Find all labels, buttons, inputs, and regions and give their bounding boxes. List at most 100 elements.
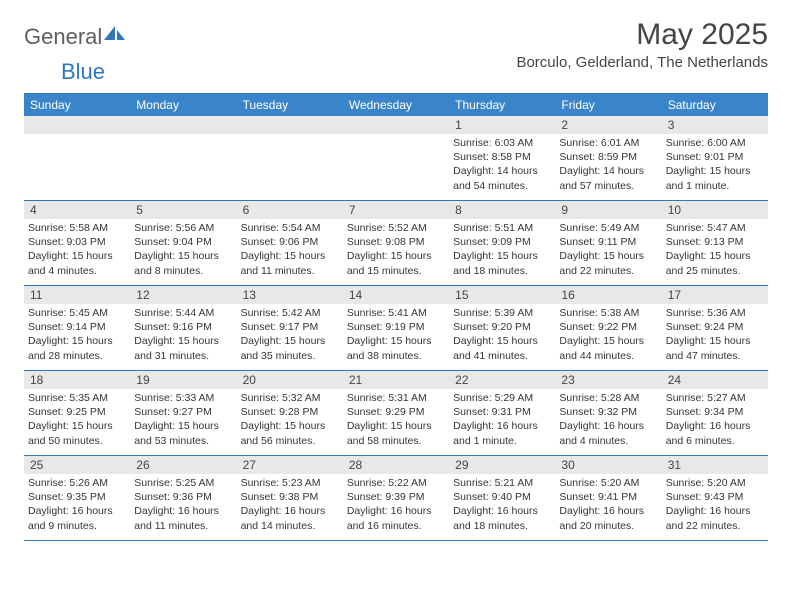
- day-number: 12: [130, 286, 236, 304]
- day-body: Sunrise: 5:39 AMSunset: 9:20 PMDaylight:…: [453, 306, 551, 363]
- day-number: 18: [24, 371, 130, 389]
- sunset-line: Sunset: 9:35 PM: [28, 490, 126, 504]
- daylight-line: Daylight: 15 hours and 28 minutes.: [28, 334, 126, 362]
- daylight-line: Daylight: 15 hours and 38 minutes.: [347, 334, 445, 362]
- sunrise-line: Sunrise: 5:38 AM: [559, 306, 657, 320]
- sunset-line: Sunset: 9:14 PM: [28, 320, 126, 334]
- daylight-line: Daylight: 15 hours and 58 minutes.: [347, 419, 445, 447]
- sunset-line: Sunset: 9:11 PM: [559, 235, 657, 249]
- day-cell: 29Sunrise: 5:21 AMSunset: 9:40 PMDayligh…: [449, 456, 555, 540]
- day-body: Sunrise: 6:03 AMSunset: 8:58 PMDaylight:…: [453, 136, 551, 193]
- day-body: Sunrise: 6:00 AMSunset: 9:01 PMDaylight:…: [666, 136, 764, 193]
- daylight-line: Daylight: 15 hours and 15 minutes.: [347, 249, 445, 277]
- sunset-line: Sunset: 9:06 PM: [241, 235, 339, 249]
- day-cell: 28Sunrise: 5:22 AMSunset: 9:39 PMDayligh…: [343, 456, 449, 540]
- day-body: Sunrise: 5:54 AMSunset: 9:06 PMDaylight:…: [241, 221, 339, 278]
- sunset-line: Sunset: 9:03 PM: [28, 235, 126, 249]
- sunrise-line: Sunrise: 5:33 AM: [134, 391, 232, 405]
- month-title: May 2025: [516, 18, 768, 52]
- daylight-line: Daylight: 15 hours and 31 minutes.: [134, 334, 232, 362]
- sunset-line: Sunset: 9:34 PM: [666, 405, 764, 419]
- day-body: Sunrise: 5:31 AMSunset: 9:29 PMDaylight:…: [347, 391, 445, 448]
- day-cell: 3Sunrise: 6:00 AMSunset: 9:01 PMDaylight…: [662, 116, 768, 200]
- day-cell: 26Sunrise: 5:25 AMSunset: 9:36 PMDayligh…: [130, 456, 236, 540]
- day-cell: 2Sunrise: 6:01 AMSunset: 8:59 PMDaylight…: [555, 116, 661, 200]
- day-number: 11: [24, 286, 130, 304]
- day-number: 17: [662, 286, 768, 304]
- day-number: [343, 116, 449, 134]
- day-number: 28: [343, 456, 449, 474]
- sunrise-line: Sunrise: 5:27 AM: [666, 391, 764, 405]
- day-cell: 18 Sunrise: 5:35 AMSunset: 9:25 PMDayligh…: [24, 371, 130, 455]
- daylight-line: Daylight: 15 hours and 35 minutes.: [241, 334, 339, 362]
- sunset-line: Sunset: 9:43 PM: [666, 490, 764, 504]
- sunset-line: Sunset: 9:32 PM: [559, 405, 657, 419]
- sunrise-line: Sunrise: 5:49 AM: [559, 221, 657, 235]
- day-body: Sunrise: 5:58 AMSunset: 9:03 PMDaylight:…: [28, 221, 126, 278]
- sunrise-line: Sunrise: 6:03 AM: [453, 136, 551, 150]
- day-number: 21: [343, 371, 449, 389]
- day-body: Sunrise: 5:36 AMSunset: 9:24 PMDaylight:…: [666, 306, 764, 363]
- day-number: [24, 116, 130, 134]
- daylight-line: Daylight: 15 hours and 53 minutes.: [134, 419, 232, 447]
- day-number: [237, 116, 343, 134]
- day-body: Sunrise: 5:45 AMSunset: 9:14 PMDaylight:…: [28, 306, 126, 363]
- sunrise-line: Sunrise: 5:35 AM: [28, 391, 126, 405]
- day-cell: 17 Sunrise: 5:36 AMSunset: 9:24 PMDayligh…: [662, 286, 768, 370]
- sunset-line: Sunset: 8:59 PM: [559, 150, 657, 164]
- dow-cell: Tuesday: [237, 94, 343, 116]
- sunset-line: Sunset: 9:25 PM: [28, 405, 126, 419]
- day-number: 23: [555, 371, 661, 389]
- day-cell: 12Sunrise: 5:44 AMSunset: 9:16 PMDayligh…: [130, 286, 236, 370]
- day-of-week-header: SundayMondayTuesdayWednesdayThursdayFrid…: [24, 94, 768, 116]
- day-body: Sunrise: 5:21 AMSunset: 9:40 PMDaylight:…: [453, 476, 551, 533]
- day-body: Sunrise: 5:47 AMSunset: 9:13 PMDaylight:…: [666, 221, 764, 278]
- day-body: Sunrise: 5:56 AMSunset: 9:04 PMDaylight:…: [134, 221, 232, 278]
- sunset-line: Sunset: 9:17 PM: [241, 320, 339, 334]
- day-cell: [237, 116, 343, 200]
- day-body: Sunrise: 5:51 AMSunset: 9:09 PMDaylight:…: [453, 221, 551, 278]
- sunrise-line: Sunrise: 5:45 AM: [28, 306, 126, 320]
- day-cell: 11 Sunrise: 5:45 AMSunset: 9:14 PMDayligh…: [24, 286, 130, 370]
- dow-cell: Saturday: [662, 94, 768, 116]
- daylight-line: Daylight: 15 hours and 44 minutes.: [559, 334, 657, 362]
- day-cell: 31Sunrise: 5:20 AMSunset: 9:43 PMDayligh…: [662, 456, 768, 540]
- day-number: 15: [449, 286, 555, 304]
- sunrise-line: Sunrise: 5:51 AM: [453, 221, 551, 235]
- day-cell: [343, 116, 449, 200]
- brand-part2: Blue: [61, 59, 105, 85]
- brand-part1: General: [24, 24, 102, 50]
- sunrise-line: Sunrise: 5:54 AM: [241, 221, 339, 235]
- calendar-grid: SundayMondayTuesdayWednesdayThursdayFrid…: [24, 93, 768, 541]
- daylight-line: Daylight: 15 hours and 4 minutes.: [28, 249, 126, 277]
- sunset-line: Sunset: 9:09 PM: [453, 235, 551, 249]
- daylight-line: Daylight: 15 hours and 1 minute.: [666, 164, 764, 192]
- sunset-line: Sunset: 9:29 PM: [347, 405, 445, 419]
- day-number: 1: [449, 116, 555, 134]
- sunset-line: Sunset: 9:31 PM: [453, 405, 551, 419]
- sunset-line: Sunset: 9:28 PM: [241, 405, 339, 419]
- day-number: 26: [130, 456, 236, 474]
- sunset-line: Sunset: 9:22 PM: [559, 320, 657, 334]
- sunset-line: Sunset: 9:39 PM: [347, 490, 445, 504]
- daylight-line: Daylight: 15 hours and 56 minutes.: [241, 419, 339, 447]
- day-cell: 7Sunrise: 5:52 AMSunset: 9:08 PMDaylight…: [343, 201, 449, 285]
- sunrise-line: Sunrise: 5:31 AM: [347, 391, 445, 405]
- daylight-line: Daylight: 15 hours and 50 minutes.: [28, 419, 126, 447]
- day-number: 2: [555, 116, 661, 134]
- sunrise-line: Sunrise: 5:22 AM: [347, 476, 445, 490]
- sunrise-line: Sunrise: 5:58 AM: [28, 221, 126, 235]
- sunset-line: Sunset: 9:13 PM: [666, 235, 764, 249]
- day-cell: [130, 116, 236, 200]
- daylight-line: Daylight: 16 hours and 4 minutes.: [559, 419, 657, 447]
- day-body: Sunrise: 5:35 AMSunset: 9:25 PMDaylight:…: [28, 391, 126, 448]
- day-cell: 5Sunrise: 5:56 AMSunset: 9:04 PMDaylight…: [130, 201, 236, 285]
- daylight-line: Daylight: 16 hours and 1 minute.: [453, 419, 551, 447]
- sunrise-line: Sunrise: 5:39 AM: [453, 306, 551, 320]
- day-cell: 25Sunrise: 5:26 AMSunset: 9:35 PMDayligh…: [24, 456, 130, 540]
- daylight-line: Daylight: 16 hours and 22 minutes.: [666, 504, 764, 532]
- day-number: 20: [237, 371, 343, 389]
- day-cell: 23Sunrise: 5:28 AMSunset: 9:32 PMDayligh…: [555, 371, 661, 455]
- day-cell: 22Sunrise: 5:29 AMSunset: 9:31 PMDayligh…: [449, 371, 555, 455]
- day-number: 8: [449, 201, 555, 219]
